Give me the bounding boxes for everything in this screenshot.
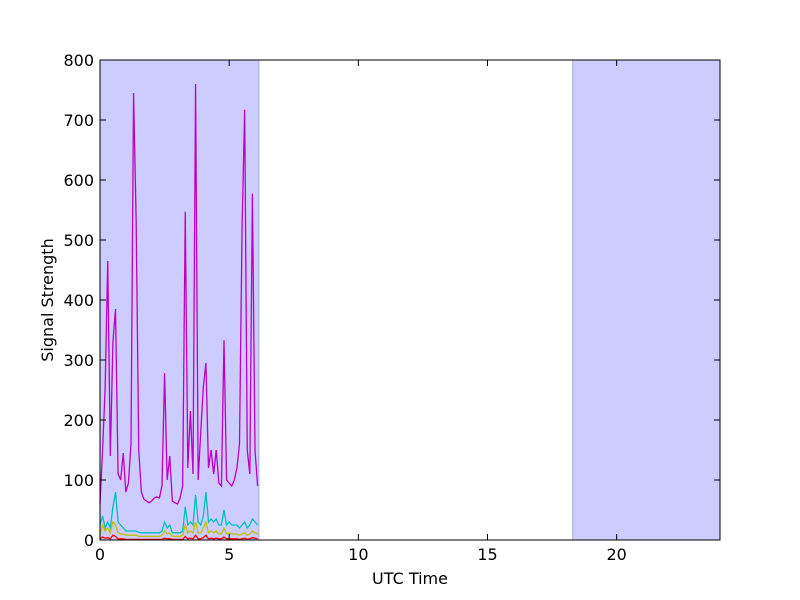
series-line	[99, 83, 259, 505]
y-tick-label: 700	[63, 111, 94, 130]
x-tick-label: 0	[95, 545, 105, 564]
y-tick-label: 600	[63, 171, 94, 190]
shaded-span	[99, 59, 260, 541]
y-tick-label: 300	[63, 351, 94, 370]
y-axis-label: Signal Strength	[38, 238, 57, 361]
y-tick-label: 200	[63, 411, 94, 430]
series-line	[99, 491, 259, 534]
x-tick-label: 15	[477, 545, 497, 564]
y-tick-label: 500	[63, 231, 94, 250]
y-tick-label: 100	[63, 471, 94, 490]
series-line	[99, 519, 258, 538]
series-line	[99, 534, 258, 541]
x-tick-label: 5	[224, 545, 234, 564]
shaded-span	[572, 59, 721, 541]
x-tick-label: 20	[606, 545, 626, 564]
x-tick-label: 10	[348, 545, 368, 564]
y-tick-label: 0	[84, 531, 94, 550]
y-tick-label: 400	[63, 291, 94, 310]
x-axis-label: UTC Time	[372, 569, 448, 588]
y-tick-label: 800	[63, 51, 94, 70]
